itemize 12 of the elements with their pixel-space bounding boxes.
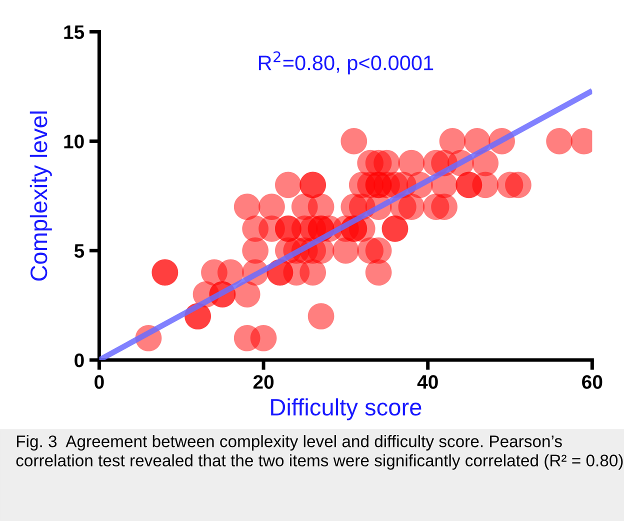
y-tick-label: 15 bbox=[64, 25, 84, 40]
x-tick-label: 20 bbox=[253, 375, 274, 389]
y-tick-label: 10 bbox=[64, 134, 84, 148]
caption: Fig. 3 Agreement between complexity level and difficulty score. Pearson’s correlation test revealed that the two items were significantly correlated (R² = 0.80) bbox=[16, 435, 623, 470]
x-tick-label: 60 bbox=[582, 375, 602, 389]
y-axis-title: Complexity level bbox=[30, 112, 52, 281]
annotation: R$^{2}$=0.80, p<0.0001 bbox=[258, 51, 434, 74]
x-tick-label: 0 bbox=[94, 375, 104, 389]
y-tick-label: 5 bbox=[74, 244, 84, 258]
x-axis-title: Difficulty score bbox=[271, 398, 422, 420]
y-tick-label: 0 bbox=[74, 353, 84, 368]
x-tick-label: 40 bbox=[417, 375, 438, 389]
